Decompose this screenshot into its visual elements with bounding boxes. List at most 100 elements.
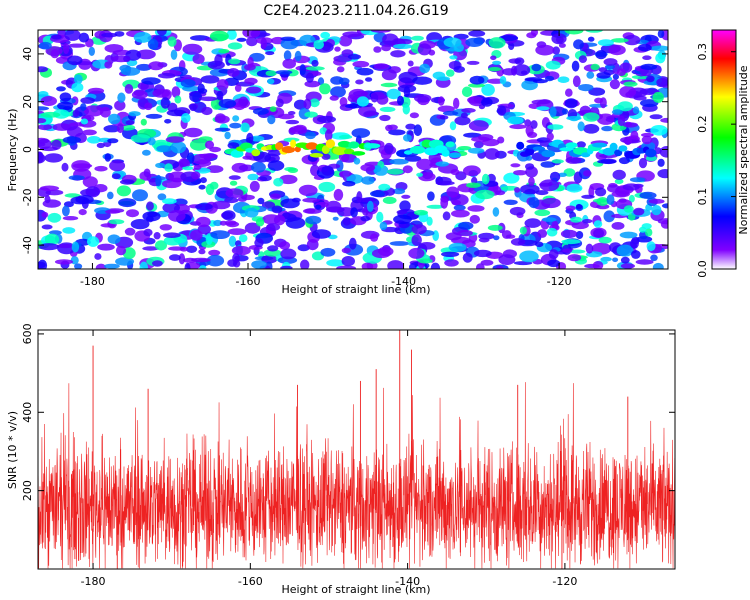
- heatmap-cell: [303, 98, 312, 110]
- heatmap-cell: [660, 117, 668, 123]
- heatmap-cell: [162, 198, 177, 205]
- heatmap-cell: [396, 209, 408, 215]
- heatmap-cell: [244, 222, 261, 234]
- heatmap-cell: [564, 98, 578, 109]
- heatmap-cell: [283, 137, 300, 142]
- heatmap-cell: [503, 172, 520, 184]
- heatmap-cell: [352, 60, 370, 68]
- heatmap-cell: [273, 214, 286, 226]
- heatmap-cell: [575, 203, 583, 210]
- heatmap-cell: [353, 90, 369, 97]
- heatmap-cell: [128, 111, 141, 117]
- heatmap-cell: [131, 90, 148, 100]
- heatmap-cell: [652, 91, 664, 103]
- heatmap-cell: [560, 229, 578, 239]
- heatmap-cell: [350, 207, 358, 218]
- heatmap-cell: [509, 124, 527, 130]
- heatmap-cell: [390, 50, 406, 58]
- heatmap-ridge-cell: [403, 150, 413, 155]
- heatmap-ridge-cell: [325, 139, 336, 149]
- heatmap-cell: [475, 189, 495, 200]
- heatmap-cell: [366, 200, 374, 212]
- heatmap-cell: [169, 254, 181, 261]
- heatmap-cell: [201, 106, 213, 116]
- heatmap-cell: [353, 157, 361, 165]
- heatmap-cell: [558, 43, 566, 48]
- heatmap-ridge-cell: [230, 149, 244, 158]
- snr-peaks: [92, 330, 629, 507]
- heatmap-cell: [107, 234, 121, 244]
- heatmap-cell: [539, 179, 560, 192]
- heatmap-cell: [229, 180, 238, 186]
- heatmap-cell: [342, 31, 362, 38]
- heatmap-cell: [651, 205, 662, 216]
- heatmap-cell: [561, 239, 581, 245]
- heatmap-cell: [265, 70, 277, 77]
- heatmap-cell: [356, 67, 374, 76]
- heatmap-cell: [171, 86, 181, 98]
- heatmap-cell: [571, 60, 580, 72]
- heatmap-cell: [351, 128, 371, 138]
- heatmap-cell: [587, 36, 595, 42]
- heatmap-ridge-cell: [343, 148, 355, 155]
- heatmap-cell: [265, 51, 275, 56]
- heatmap-cell: [291, 197, 301, 203]
- heatmap-cell: [646, 75, 655, 83]
- heatmap-cell: [557, 76, 570, 83]
- heatmap-cell: [204, 140, 215, 149]
- heatmap-cell: [379, 106, 396, 112]
- heatmap-cell: [360, 215, 371, 222]
- heatmap-cell: [362, 207, 369, 216]
- heatmap-cell: [232, 115, 240, 122]
- heatmap-cell: [569, 249, 586, 254]
- heatmap-cell: [266, 223, 281, 232]
- heatmap-cell: [513, 170, 528, 176]
- heatmap-cell: [641, 135, 653, 145]
- heatmap-cell: [606, 194, 615, 205]
- heatmap-cell: [641, 223, 652, 230]
- heatmap-cell: [298, 184, 318, 197]
- heatmap-cell: [519, 226, 528, 235]
- heatmap-cell: [451, 200, 461, 206]
- heatmap-cell: [302, 197, 320, 203]
- heatmap-y-tick-label: 40: [21, 47, 34, 61]
- heatmap-cell: [648, 198, 665, 204]
- heatmap-cell: [71, 82, 84, 93]
- heatmap-ridge-cell: [441, 149, 450, 157]
- heatmap-cell: [631, 250, 641, 259]
- heatmap-cell: [638, 43, 652, 52]
- heatmap-x-tick-label: -180: [80, 275, 105, 288]
- heatmap-cell: [361, 176, 375, 185]
- heatmap-cell: [62, 227, 76, 234]
- colorbar-frame: [711, 29, 737, 270]
- heatmap-cell: [159, 224, 172, 231]
- heatmap-cell: [376, 94, 389, 105]
- heatmap-cell: [596, 197, 609, 206]
- heatmap-cell: [318, 181, 336, 193]
- heatmap-cell: [294, 50, 302, 62]
- heatmap-cell: [588, 87, 606, 96]
- heatmap-cell: [218, 49, 230, 54]
- heatmap-cell: [191, 153, 211, 165]
- heatmap-cell: [488, 37, 506, 49]
- heatmap-cells: [38, 30, 668, 269]
- heatmap-cell: [426, 216, 433, 226]
- heatmap-cell: [143, 228, 153, 237]
- heatmap-cell: [51, 34, 62, 40]
- heatmap-cell: [78, 32, 90, 43]
- heatmap-cell: [450, 168, 460, 176]
- heatmap-cell: [259, 174, 272, 182]
- heatmap-cell: [100, 223, 116, 228]
- heatmap-cell: [411, 35, 424, 41]
- heatmap-cell: [546, 227, 558, 237]
- heatmap-cell: [646, 241, 656, 252]
- heatmap-cell: [488, 67, 502, 72]
- colorbar-tick-label: 0.1: [696, 188, 709, 206]
- heatmap-cell: [547, 124, 564, 130]
- colorbar-label: Normalized spectral amplitude: [737, 65, 750, 234]
- heatmap-cell: [393, 43, 413, 50]
- heatmap-y-tick-label: 0: [21, 146, 34, 153]
- heatmap-cell: [585, 243, 594, 254]
- heatmap-cell: [139, 261, 148, 269]
- heatmap-cell: [226, 30, 237, 40]
